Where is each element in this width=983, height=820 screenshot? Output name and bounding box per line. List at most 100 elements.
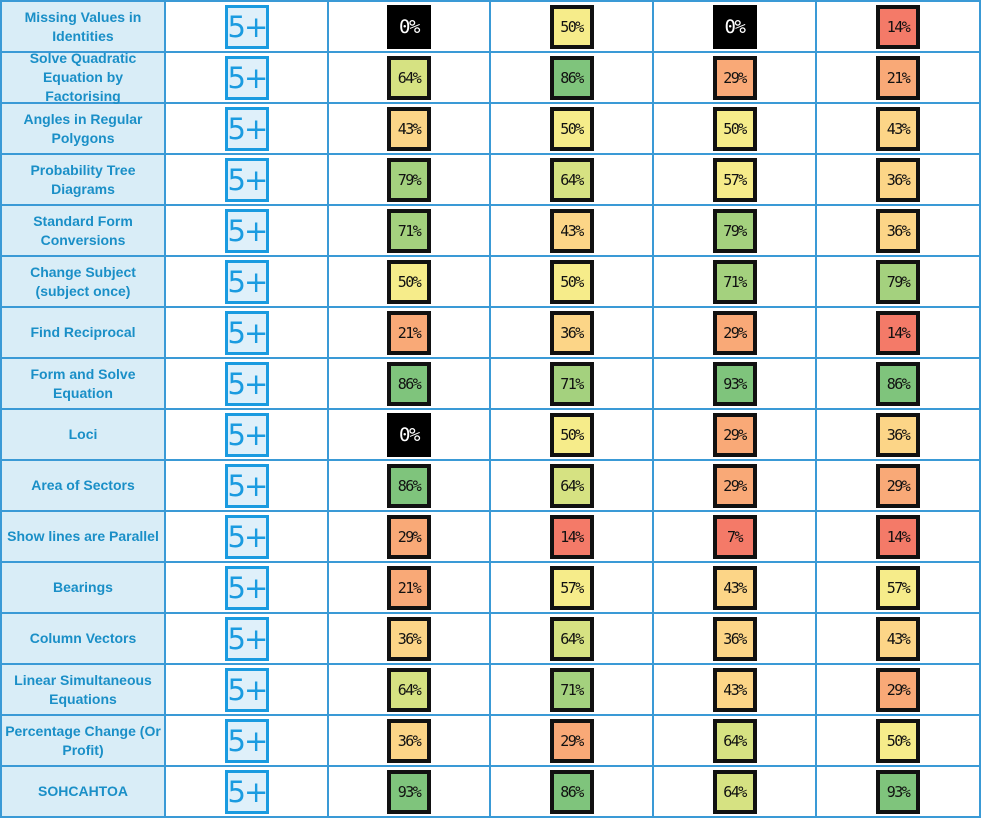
- score-badge: 0%: [712, 4, 757, 49]
- grade-badge: 5+: [224, 106, 269, 151]
- topic-label: Missing Values in Identities: [2, 2, 166, 53]
- score-cell: 71%: [491, 665, 654, 716]
- grade-cell: 5+: [166, 257, 329, 308]
- score-cell: 43%: [491, 206, 654, 257]
- score-cell: 29%: [654, 53, 817, 104]
- score-badge: 71%: [549, 667, 594, 712]
- topic-label: Percentage Change (Or Profit): [2, 716, 166, 767]
- score-cell: 21%: [329, 308, 491, 359]
- grade-cell: 5+: [166, 410, 329, 461]
- score-cell: 36%: [329, 614, 491, 665]
- score-cell: 43%: [654, 563, 817, 614]
- score-badge: 57%: [549, 565, 594, 610]
- score-badge: 57%: [876, 565, 920, 610]
- grade-cell: 5+: [166, 53, 329, 104]
- score-cell: 64%: [654, 767, 817, 818]
- grade-cell: 5+: [166, 2, 329, 53]
- score-badge: 29%: [876, 463, 920, 508]
- grade-badge: 5+: [224, 463, 269, 508]
- score-cell: 36%: [817, 206, 981, 257]
- grade-cell: 5+: [166, 308, 329, 359]
- score-badge: 14%: [549, 514, 594, 559]
- score-cell: 86%: [329, 359, 491, 410]
- topic-label: Find Reciprocal: [2, 308, 166, 359]
- score-badge: 64%: [387, 55, 431, 100]
- topic-label: Angles in Regular Polygons: [2, 104, 166, 155]
- grade-badge: 5+: [224, 769, 269, 814]
- grade-cell: 5+: [166, 206, 329, 257]
- score-badge: 71%: [549, 361, 594, 406]
- score-badge: 86%: [387, 361, 431, 406]
- score-cell: 86%: [329, 461, 491, 512]
- score-cell: 57%: [817, 563, 981, 614]
- grade-badge: 5+: [224, 565, 269, 610]
- score-cell: 21%: [329, 563, 491, 614]
- score-badge: 29%: [712, 463, 757, 508]
- score-cell: 14%: [817, 308, 981, 359]
- score-badge: 50%: [549, 259, 594, 304]
- score-cell: 43%: [654, 665, 817, 716]
- grade-badge: 5+: [224, 4, 269, 49]
- score-cell: 0%: [329, 2, 491, 53]
- score-cell: 64%: [329, 665, 491, 716]
- grade-badge: 5+: [224, 157, 269, 202]
- score-cell: 50%: [491, 104, 654, 155]
- score-cell: 36%: [329, 716, 491, 767]
- score-cell: 14%: [491, 512, 654, 563]
- grade-badge: 5+: [224, 259, 269, 304]
- score-badge: 86%: [549, 55, 594, 100]
- score-badge: 29%: [712, 55, 757, 100]
- score-cell: 36%: [654, 614, 817, 665]
- score-badge: 86%: [549, 769, 594, 814]
- score-badge: 57%: [712, 157, 757, 202]
- topic-label: SOHCAHTOA: [2, 767, 166, 818]
- score-badge: 0%: [387, 412, 431, 457]
- score-badge: 86%: [387, 463, 431, 508]
- score-badge: 64%: [387, 667, 431, 712]
- score-badge: 79%: [712, 208, 757, 253]
- score-badge: 64%: [712, 718, 757, 763]
- topic-label: Loci: [2, 410, 166, 461]
- score-cell: 64%: [491, 155, 654, 206]
- score-cell: 14%: [817, 512, 981, 563]
- score-badge: 86%: [876, 361, 920, 406]
- grade-badge: 5+: [224, 616, 269, 661]
- grade-cell: 5+: [166, 512, 329, 563]
- score-badge: 29%: [549, 718, 594, 763]
- score-cell: 50%: [817, 716, 981, 767]
- score-cell: 36%: [817, 155, 981, 206]
- score-cell: 7%: [654, 512, 817, 563]
- score-cell: 29%: [329, 512, 491, 563]
- score-cell: 64%: [654, 716, 817, 767]
- topic-label: Standard Form Conversions: [2, 206, 166, 257]
- score-cell: 21%: [817, 53, 981, 104]
- score-badge: 14%: [876, 514, 920, 559]
- score-cell: 71%: [491, 359, 654, 410]
- score-cell: 79%: [654, 206, 817, 257]
- score-badge: 93%: [712, 361, 757, 406]
- score-badge: 14%: [876, 310, 920, 355]
- score-cell: 71%: [329, 206, 491, 257]
- score-badge: 50%: [876, 718, 920, 763]
- score-cell: 29%: [817, 461, 981, 512]
- topic-label: Form and Solve Equation: [2, 359, 166, 410]
- grade-badge: 5+: [224, 361, 269, 406]
- score-cell: 14%: [817, 2, 981, 53]
- grade-cell: 5+: [166, 665, 329, 716]
- grade-cell: 5+: [166, 767, 329, 818]
- score-cell: 79%: [817, 257, 981, 308]
- score-badge: 64%: [549, 616, 594, 661]
- score-badge: 43%: [387, 106, 431, 151]
- topic-label: Change Subject (subject once): [2, 257, 166, 308]
- score-badge: 7%: [712, 514, 757, 559]
- score-badge: 21%: [876, 55, 920, 100]
- topic-label: Column Vectors: [2, 614, 166, 665]
- score-cell: 36%: [491, 308, 654, 359]
- score-badge: 50%: [549, 4, 594, 49]
- grade-badge: 5+: [224, 514, 269, 559]
- score-cell: 50%: [491, 257, 654, 308]
- score-badge: 36%: [549, 310, 594, 355]
- score-badge: 64%: [549, 157, 594, 202]
- score-cell: 57%: [491, 563, 654, 614]
- score-badge: 43%: [712, 565, 757, 610]
